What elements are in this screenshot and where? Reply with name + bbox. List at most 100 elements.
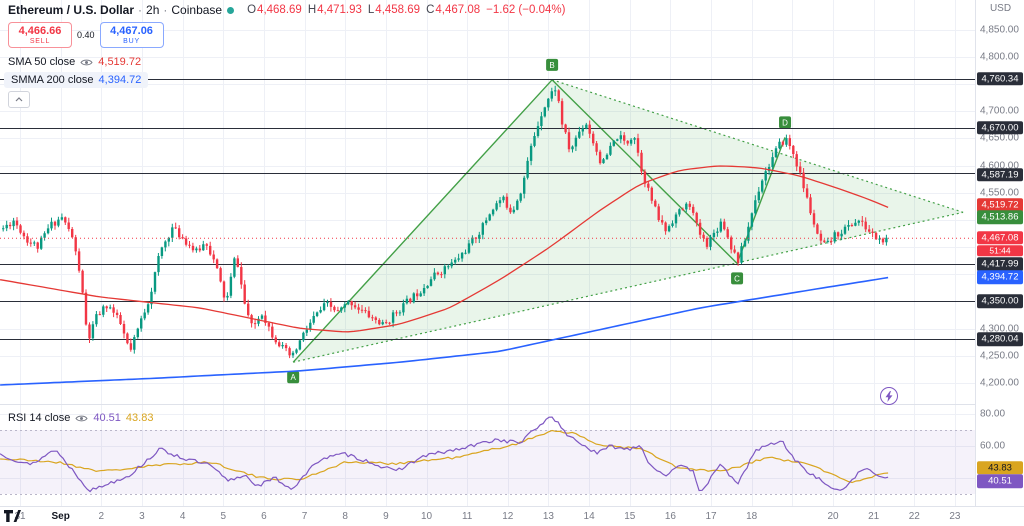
sma50-value: 4,519.72 — [98, 56, 142, 68]
high-label: H — [307, 4, 317, 16]
price-badge-level: 4,417.99 — [977, 257, 1023, 272]
sma50-legend[interactable]: SMA 50 close 4,519.72 — [8, 56, 141, 68]
high-value: 4,471.93 — [317, 4, 362, 16]
time-axis-label: 13 — [542, 511, 554, 522]
rsi-value: 40.51 — [93, 412, 121, 424]
price-axis-label: 4,300.00 — [980, 323, 1019, 335]
sell-label: SELL — [29, 37, 51, 45]
price-badge-sma: 4,519.72 — [977, 198, 1023, 212]
time-axis-label: 12 — [502, 511, 514, 522]
price-badge-smma: 4,394.72 — [977, 270, 1023, 284]
open-label: O — [247, 4, 257, 16]
time-axis-label: 17 — [705, 511, 717, 522]
pattern-point-B[interactable] — [546, 58, 559, 71]
chevron-up-icon — [15, 97, 23, 102]
tradingview-logo[interactable] — [3, 509, 21, 524]
time-axis-label: 16 — [664, 511, 676, 522]
rsi-axis-label: 80.00 — [980, 408, 1006, 420]
price-badge-last: 4,467.08 — [977, 231, 1023, 245]
time-axis-label: 23 — [949, 511, 961, 522]
pattern-point-label: C — [734, 274, 740, 283]
price-axis-label: 4,700.00 — [980, 105, 1019, 117]
rsi-line — [0, 416, 889, 493]
time-axis-label: 11 — [461, 511, 473, 522]
chart-canvas[interactable]: A B C D — [0, 0, 975, 506]
low-value: 4,458.69 — [375, 4, 421, 16]
time-axis-label: 22 — [908, 511, 920, 522]
rsi-title: RSI 14 close — [8, 412, 71, 424]
separator-dot: · — [163, 3, 168, 17]
pattern-point-label: D — [782, 118, 788, 127]
time-axis[interactable]: 31 Sep 2 3 4 5 6 7 8 9 10 11 12 13 14 15 16 17 18 20 21 22 23 — [0, 506, 1024, 526]
time-axis-label: 14 — [583, 511, 595, 522]
time-axis-label: 6 — [261, 511, 267, 522]
price-axis-label: 4,200.00 — [980, 377, 1019, 389]
rsi-ma-value: 43.83 — [125, 412, 154, 424]
price-axis-label: 4,600.00 — [980, 160, 1019, 172]
time-axis-label: 20 — [827, 511, 839, 522]
countdown-badge: 51:44 — [977, 245, 1023, 257]
market-status-icon — [226, 6, 235, 15]
eye-icon[interactable] — [80, 58, 93, 67]
eye-icon[interactable] — [75, 414, 88, 423]
smma200-legend[interactable]: SMMA 200 close 4,394.72 — [4, 72, 149, 88]
pattern-point-A[interactable] — [287, 371, 300, 384]
price-badge-level: 4,760.34 — [977, 71, 1023, 86]
time-axis-label: 3 — [139, 511, 145, 522]
close-label: C — [426, 4, 435, 16]
time-axis-label: Sep — [51, 511, 70, 522]
pattern-point-C[interactable] — [731, 272, 744, 285]
price-badge-pattern: 4,513.86 — [977, 210, 1023, 225]
price-axis-label: 4,850.00 — [980, 24, 1019, 36]
lightning-icon — [885, 390, 893, 402]
price-axis-label: 4,250.00 — [980, 350, 1019, 362]
price-badge-level: 4,587.19 — [977, 167, 1023, 182]
smma200-line[interactable] — [0, 276, 889, 386]
buy-price: 4,467.06 — [110, 25, 153, 38]
sma50-line[interactable] — [0, 165, 889, 333]
exchange-label[interactable]: Coinbase — [171, 3, 223, 17]
time-axis-label: 5 — [220, 511, 227, 522]
smma200-value: 4,394.72 — [98, 74, 142, 86]
pane-separator[interactable] — [0, 404, 1024, 405]
price-axis-label: 4,800.00 — [980, 51, 1019, 63]
pattern-point-label: A — [290, 373, 296, 382]
collapse-legend-button[interactable] — [8, 91, 30, 108]
ohlc-values: O 4,468.69 H 4,471.93 L 4,458.69 C 4,467.08 … — [247, 4, 565, 16]
pattern-point-D[interactable] — [779, 116, 792, 129]
rsi-axis-label: 60.00 — [980, 440, 1006, 452]
price-badge-level: 4,350.00 — [977, 294, 1023, 309]
spread-value: 0.40 — [77, 30, 95, 40]
buy-button[interactable]: 4,467.06 BUY — [99, 22, 164, 48]
price-axis-label: 4,550.00 — [980, 187, 1019, 199]
smma200-title: SMMA 200 close — [11, 74, 94, 86]
sell-price: 4,466.66 — [18, 25, 62, 38]
rsi-legend[interactable]: RSI 14 close 40.51 43.83 — [8, 412, 153, 424]
trade-panel: 4,466.66 SELL 0.40 4,467.06 BUY — [8, 22, 164, 48]
horizontal-level-lines[interactable] — [0, 79, 975, 340]
symbol-title[interactable]: Ethereum / U.S. Dollar — [8, 3, 135, 17]
change-value: −1.62 (−0.04%) — [486, 4, 566, 16]
price-badge-level: 4,670.00 — [977, 120, 1023, 135]
low-label: L — [367, 4, 375, 16]
quick-trade-button[interactable] — [880, 387, 898, 405]
time-axis-label: 9 — [383, 511, 389, 522]
pattern-fill — [293, 79, 964, 363]
separator-dot: · — [138, 3, 143, 17]
interval-label[interactable]: 2h — [146, 3, 160, 17]
price-axis-label: 4,650.00 — [980, 132, 1019, 144]
sma50-title: SMA 50 close — [8, 56, 76, 68]
rsi-band — [0, 430, 975, 494]
time-axis-label: 15 — [624, 511, 636, 522]
time-axis-label: 31 — [14, 511, 26, 522]
pattern-point-label: B — [549, 61, 554, 70]
open-value: 4,468.69 — [257, 4, 302, 16]
price-axis[interactable]: USD 4,850.00 4,800.00 4,700.00 4,650.00 4,60… — [975, 0, 1024, 506]
symbol-legend[interactable]: Ethereum / U.S. Dollar · 2h · Coinbase O… — [8, 3, 565, 17]
grid — [0, 0, 975, 506]
buy-label: BUY — [123, 37, 140, 45]
pattern-upper-boundary[interactable] — [551, 79, 964, 213]
sell-button[interactable]: 4,466.66 SELL — [8, 22, 72, 48]
rsi-badge-rsi_ma: 43.83 — [977, 461, 1023, 475]
